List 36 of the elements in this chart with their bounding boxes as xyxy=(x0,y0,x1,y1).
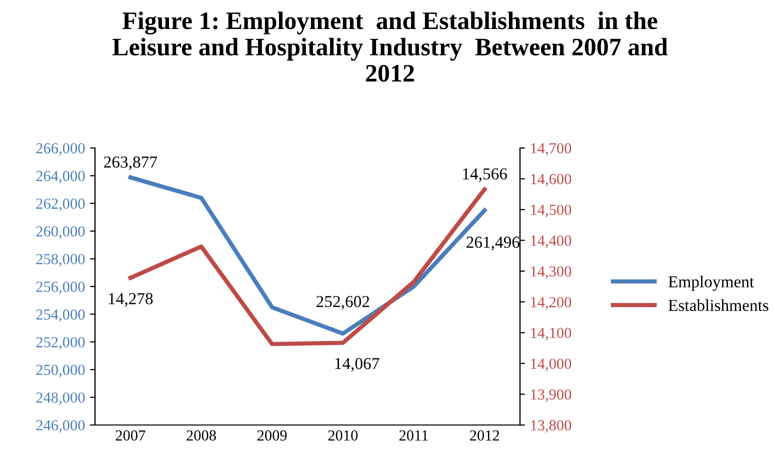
y-tick-label: 264,000 xyxy=(36,170,85,184)
legend-label: Establishments xyxy=(668,299,768,312)
y2-tick-label: 14,600 xyxy=(531,174,572,186)
x-tick-label: 2008 xyxy=(186,430,216,441)
x-tick-label: 2011 xyxy=(399,430,428,441)
data-label: 14,067 xyxy=(335,358,380,372)
y-tick-label: 258,000 xyxy=(36,254,85,266)
y2-tick-label: 14,300 xyxy=(531,266,572,279)
y-tick-label: 262,000 xyxy=(36,198,85,212)
y-tick-label: 266,000 xyxy=(36,143,85,156)
data-label: 252,602 xyxy=(316,296,370,310)
data-label: 14,278 xyxy=(108,293,153,307)
y2-tick-label: 14,000 xyxy=(531,358,572,372)
y2-tick-label: 13,800 xyxy=(531,420,572,433)
y-tick-label: 248,000 xyxy=(36,392,85,405)
x-tick-label: 2007 xyxy=(116,430,146,441)
y2-tick-label: 14,700 xyxy=(531,143,572,156)
y-tick-label: 246,000 xyxy=(36,420,85,433)
x-tick-label: 2012 xyxy=(470,430,500,441)
y-tick-label: 250,000 xyxy=(36,364,85,378)
y2-tick-label: 14,500 xyxy=(531,204,572,218)
y2-tick-label: 13,900 xyxy=(531,389,572,402)
y-tick-label: 256,000 xyxy=(36,282,85,294)
legend-label: Employment xyxy=(668,276,754,291)
x-tick-label: 2009 xyxy=(257,430,287,441)
y-tick-label: 254,000 xyxy=(36,309,85,322)
y2-tick-label: 14,200 xyxy=(531,297,572,310)
x-tick-label: 2010 xyxy=(328,430,358,441)
y-tick-label: 260,000 xyxy=(36,226,85,239)
data-label: 263,877 xyxy=(104,156,158,170)
y-tick-label: 252,000 xyxy=(36,337,85,350)
y2-tick-label: 14,400 xyxy=(531,235,572,248)
y2-tick-label: 14,100 xyxy=(531,328,572,340)
data-label: 261,496 xyxy=(466,236,520,250)
data-label: 14,566 xyxy=(463,168,508,182)
chart-title: Figure 1: Employment and Establishments in the Leisure and Hospitality Industry Between 2007 and 2012 xyxy=(112,12,668,82)
